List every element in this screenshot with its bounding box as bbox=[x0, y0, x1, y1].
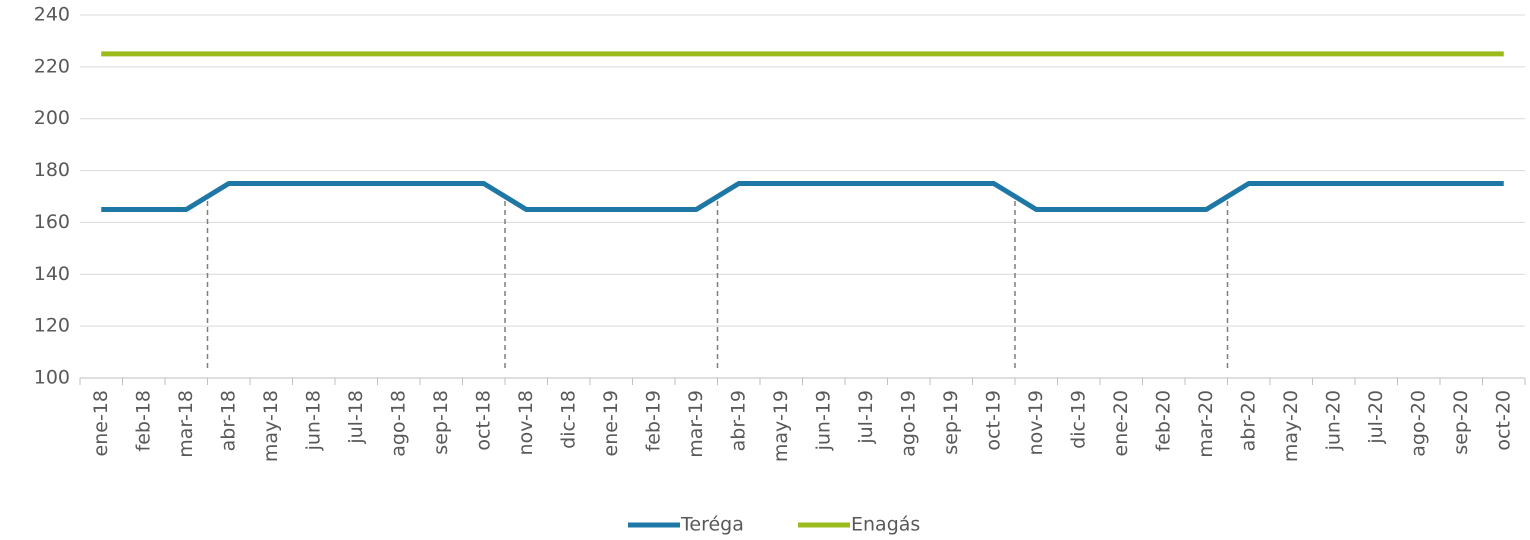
x-tick-label: may-19 bbox=[770, 390, 792, 462]
x-tick-label: jul-20 bbox=[1365, 390, 1387, 445]
x-tick-label: ago-18 bbox=[387, 390, 409, 457]
y-tick-label: 160 bbox=[34, 211, 70, 233]
x-tick-label: nov-19 bbox=[1025, 390, 1047, 455]
x-tick-label: jun-19 bbox=[812, 390, 834, 451]
x-tick-label: ene-19 bbox=[600, 390, 622, 456]
x-tick-label: feb-20 bbox=[1152, 390, 1174, 451]
x-tick-label: oct-19 bbox=[982, 390, 1004, 451]
x-tick-label: abr-20 bbox=[1237, 390, 1259, 451]
x-tick-label: ene-18 bbox=[90, 390, 112, 456]
y-tick-label: 120 bbox=[34, 315, 70, 337]
y-tick-label: 200 bbox=[34, 107, 70, 129]
x-tick-label: feb-19 bbox=[642, 390, 664, 451]
x-tick-label: may-20 bbox=[1280, 390, 1302, 462]
x-tick-label: mar-18 bbox=[175, 390, 197, 458]
x-tick-label: may-18 bbox=[260, 390, 282, 462]
x-tick-label: jun-18 bbox=[302, 390, 324, 451]
x-tick-label: ene-20 bbox=[1110, 390, 1132, 456]
x-tick-label: ago-20 bbox=[1407, 390, 1429, 457]
x-tick-label: sep-18 bbox=[430, 390, 452, 455]
series-line bbox=[101, 181, 1504, 212]
x-tick-label: dic-19 bbox=[1067, 390, 1089, 449]
x-tick-label: jul-18 bbox=[345, 390, 367, 445]
legend-label: Teréga bbox=[680, 514, 744, 536]
x-tick-label: mar-19 bbox=[685, 390, 707, 458]
y-tick-label: 140 bbox=[34, 263, 70, 285]
x-tick-label: sep-19 bbox=[940, 390, 962, 455]
x-tick-label: mar-20 bbox=[1195, 390, 1217, 458]
x-tick-label: jul-19 bbox=[855, 390, 877, 445]
x-tick-label: dic-18 bbox=[557, 390, 579, 449]
x-tick-label: oct-18 bbox=[472, 390, 494, 451]
x-tick-label: abr-18 bbox=[217, 390, 239, 451]
x-tick-label: feb-18 bbox=[132, 390, 154, 451]
y-tick-label: 100 bbox=[34, 367, 70, 389]
x-tick-label: oct-20 bbox=[1492, 390, 1514, 451]
legend-label: Enagás bbox=[851, 514, 920, 536]
x-tick-label: ago-19 bbox=[897, 390, 919, 457]
y-tick-label: 180 bbox=[34, 159, 70, 181]
x-tick-label: abr-19 bbox=[727, 390, 749, 451]
y-tick-label: 240 bbox=[34, 4, 70, 26]
y-tick-label: 220 bbox=[34, 55, 70, 77]
x-tick-label: jun-20 bbox=[1322, 390, 1344, 451]
x-tick-label: nov-18 bbox=[515, 390, 537, 455]
x-tick-label: sep-20 bbox=[1450, 390, 1472, 455]
